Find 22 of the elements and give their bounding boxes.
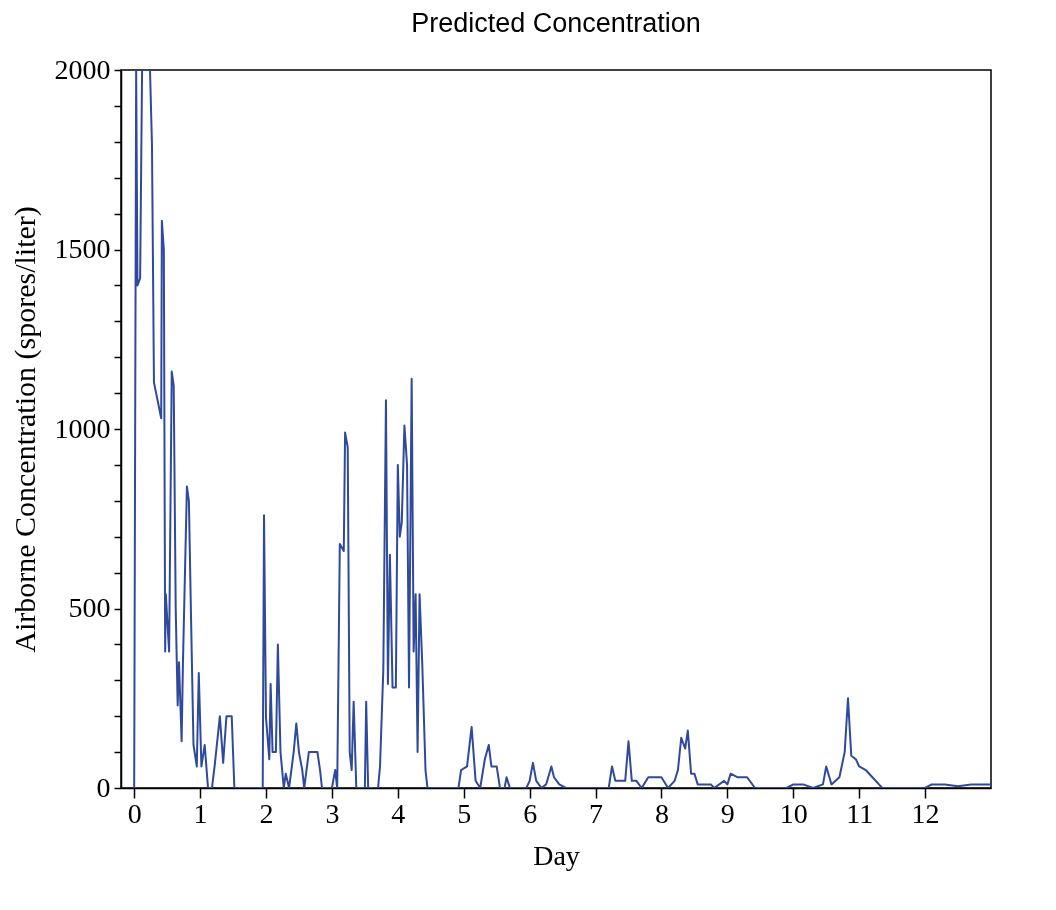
y-tick-label: 2000 — [54, 53, 111, 85]
x-tick-label: 2 — [259, 797, 274, 829]
y-axis-title: Airborne Concentration (spores/liter) — [7, 206, 42, 653]
x-tick-label: 11 — [846, 797, 874, 829]
x-tick-label: 0 — [127, 797, 142, 829]
x-tick-label: 6 — [523, 797, 538, 829]
x-tick-label: 9 — [720, 797, 735, 829]
x-tick-label: 8 — [654, 797, 669, 829]
x-tick-label: 10 — [779, 797, 808, 829]
y-tick-label: 0 — [96, 771, 111, 803]
y-tick-label: 1500 — [54, 233, 111, 264]
x-axis-title: Day — [533, 839, 580, 871]
x-tick-label: 12 — [911, 797, 940, 829]
line-series — [133, 70, 991, 788]
chart-title: Predicted Concentration — [411, 8, 701, 38]
x-tick-label: 7 — [589, 797, 604, 829]
x-tick-label: 1 — [193, 797, 208, 829]
x-tick-label: 4 — [391, 797, 406, 829]
x-tick-label: 3 — [325, 797, 340, 829]
y-tick-label: 1000 — [54, 412, 111, 444]
x-tick-label: 5 — [457, 797, 472, 829]
y-tick-label: 500 — [68, 592, 111, 623]
